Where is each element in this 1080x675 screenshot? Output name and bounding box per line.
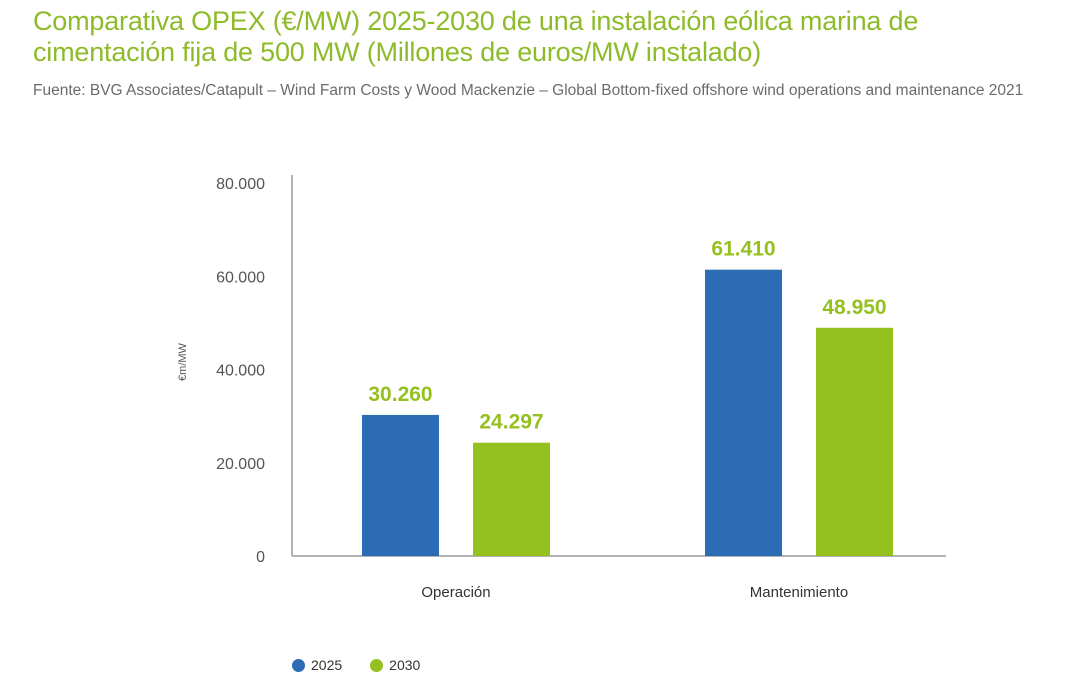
legend-swatch bbox=[292, 658, 305, 672]
y-tick-label: 20.000 bbox=[216, 456, 265, 473]
bar-2025-mantenimiento bbox=[705, 269, 782, 556]
y-axis-label: €m/MW bbox=[177, 342, 189, 381]
bar-2030-operacion bbox=[473, 442, 550, 556]
category-label: Operación bbox=[421, 584, 490, 601]
chart-title: Comparativa OPEX (€/MW) 2025-2030 de una… bbox=[33, 6, 919, 67]
legend-label: 2030 bbox=[389, 657, 421, 673]
legend-item-2025: 2025 bbox=[292, 657, 342, 673]
y-tick-label: 0 bbox=[256, 549, 265, 566]
legend-item-2030: 2030 bbox=[370, 657, 420, 673]
data-label: 30.260 bbox=[368, 383, 432, 406]
legend-label: 2025 bbox=[311, 657, 343, 673]
legend: 2025 2030 bbox=[292, 657, 420, 673]
bar-2030-mantenimiento bbox=[816, 327, 893, 556]
y-tick-label: 60.000 bbox=[216, 269, 265, 286]
data-label: 48.950 bbox=[822, 296, 886, 319]
category-label: Mantenimiento bbox=[750, 584, 848, 601]
y-tick-label: 80.000 bbox=[216, 176, 265, 193]
bar-2025-operacion bbox=[362, 414, 439, 556]
chart-source: Fuente: BVG Associates/Catapult – Wind F… bbox=[33, 82, 1024, 99]
y-tick-label: 40.000 bbox=[216, 363, 265, 380]
data-label: 24.297 bbox=[479, 411, 543, 434]
legend-swatch bbox=[370, 658, 384, 672]
data-label: 61.410 bbox=[711, 238, 775, 261]
